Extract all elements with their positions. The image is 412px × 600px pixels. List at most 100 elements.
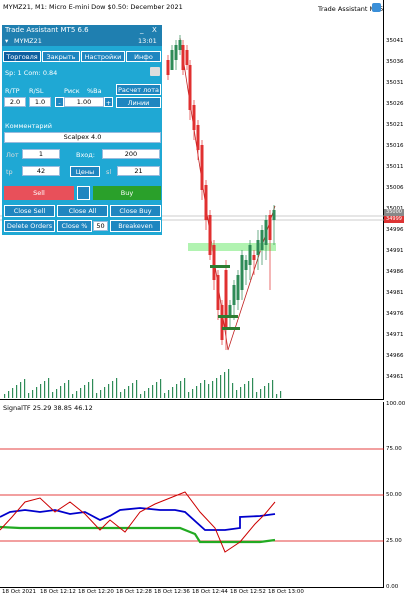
volume-bar [200, 383, 202, 398]
volume-bar [64, 383, 66, 398]
buy-button[interactable]: Buy [93, 186, 161, 200]
sell-button[interactable]: Sell [4, 186, 74, 200]
volume-bar [272, 380, 274, 398]
panel-symbol-bar: ▾ MYMZ21 13:01 [2, 36, 162, 46]
volume-bar [216, 378, 218, 398]
rsl-input[interactable]: 1.0 [29, 97, 51, 107]
time-tick: 18 Oct 12:28 [116, 589, 152, 595]
price-tick: 34966 [386, 353, 404, 359]
candle-body [268, 215, 272, 240]
time-tick: 18 Oct 12:44 [192, 589, 228, 595]
candle-body [220, 305, 224, 340]
calc-lot-button[interactable]: Расчет лота [116, 84, 161, 95]
indicator-svg [0, 448, 384, 553]
zone-rect [188, 243, 276, 251]
price-tick: 35026 [386, 101, 404, 107]
volume-bar [108, 384, 110, 398]
price-tick: 35031 [386, 80, 404, 86]
volume-bar [168, 390, 170, 398]
tab-settings[interactable]: Настройки [81, 51, 125, 62]
prices-button[interactable]: Цены [70, 166, 100, 177]
price-tick: 35016 [386, 143, 404, 149]
tp-label: tp [6, 168, 13, 176]
candle-body [216, 275, 220, 310]
volume-bar [256, 392, 258, 398]
candle-body [248, 245, 252, 265]
price-chart[interactable] [0, 0, 384, 400]
volume-bar [184, 378, 186, 398]
lot-input[interactable]: 1 [22, 149, 60, 159]
indicator-window[interactable] [0, 402, 384, 588]
volume-bar [232, 383, 234, 398]
trade-assistant-panel[interactable]: Trade Assistant MT5 6.6 _ X ▾ MYMZ21 13:… [2, 25, 162, 235]
candle-body [224, 270, 228, 330]
volume-bar [220, 375, 222, 398]
lines-button[interactable]: Линии [116, 97, 161, 108]
price-tick: 35021 [386, 122, 404, 128]
ea-label: Trade Assistant MT5 [318, 5, 384, 13]
rtp-input[interactable]: 2.0 [4, 97, 26, 107]
pct-label: %Ba [87, 87, 102, 95]
volume-bar [164, 393, 166, 398]
price-tick: 34996 [386, 227, 404, 233]
entry-label: Вход: [76, 151, 95, 159]
comment-input[interactable]: Scalpex 4.0 [4, 132, 161, 143]
chart-header: MYMZ21, M1: Micro E-mini Dow $0.50: Dece… [3, 3, 183, 11]
volume-bar [16, 385, 18, 398]
candle-body [272, 210, 276, 220]
volume-bar [96, 393, 98, 398]
tab-info[interactable]: Инфо [126, 51, 161, 62]
candle-body [166, 60, 170, 75]
price-tick: 35036 [386, 59, 404, 65]
price-tick: 35011 [386, 164, 404, 170]
order-type-toggle[interactable] [77, 186, 90, 200]
close-buy-button[interactable]: Close Buy [110, 205, 161, 217]
volume-bar [120, 392, 122, 398]
tab-trade[interactable]: Торговля [3, 51, 41, 62]
camera-icon[interactable] [150, 67, 160, 76]
volume-bar [12, 388, 14, 398]
minimize-button[interactable]: _ [140, 26, 144, 34]
volume-bar [128, 386, 130, 398]
delete-orders-button[interactable]: Delete Orders [4, 220, 55, 232]
signal-blue-line [0, 507, 276, 531]
candle-body [200, 145, 204, 190]
price-chart-svg [0, 35, 384, 398]
breakeven-button[interactable]: Breakeven [110, 220, 161, 232]
close-all-button[interactable]: Close All [57, 205, 108, 217]
volume-bar [88, 382, 90, 398]
risk-minus-button[interactable]: - [55, 97, 64, 107]
close-percent-button[interactable]: Close % [57, 220, 92, 232]
indicator-level: 0.00 [386, 584, 399, 590]
signal-red-line [0, 491, 276, 553]
tab-close[interactable]: Закрыть [42, 51, 80, 62]
volume-bar [148, 388, 150, 398]
volume-bar [132, 383, 134, 398]
candle-body [178, 40, 182, 50]
volume-bar [40, 384, 42, 398]
candle-body [240, 255, 244, 290]
close-percent-input[interactable]: 50 [93, 221, 108, 231]
candle-body [228, 305, 232, 315]
time-tick: 18 Oct 12:20 [78, 589, 114, 595]
candle-body [244, 260, 248, 270]
volume-bar [112, 381, 114, 398]
sl-input[interactable]: 21 [117, 166, 160, 176]
entry-input[interactable]: 200 [102, 149, 160, 159]
close-button[interactable]: X [152, 26, 157, 34]
volume-bar [136, 380, 138, 398]
close-sell-button[interactable]: Close Sell [4, 205, 55, 217]
volume-bar [252, 378, 254, 398]
volume-bar [144, 391, 146, 398]
panel-titlebar[interactable]: Trade Assistant MT5 6.6 _ X [2, 25, 162, 36]
time-tick: 18 Oct 2021 [2, 589, 37, 595]
tp-input[interactable]: 42 [22, 166, 60, 176]
volume-bar [104, 387, 106, 398]
lot-label: Лот [6, 151, 19, 159]
risk-input[interactable]: 1.00 [64, 97, 104, 107]
volume-bar [228, 369, 230, 398]
risk-plus-button[interactable]: + [104, 97, 113, 107]
chevron-down-icon[interactable]: ▾ [5, 37, 9, 45]
volume-bar [140, 394, 142, 398]
volume-bar [244, 384, 246, 398]
